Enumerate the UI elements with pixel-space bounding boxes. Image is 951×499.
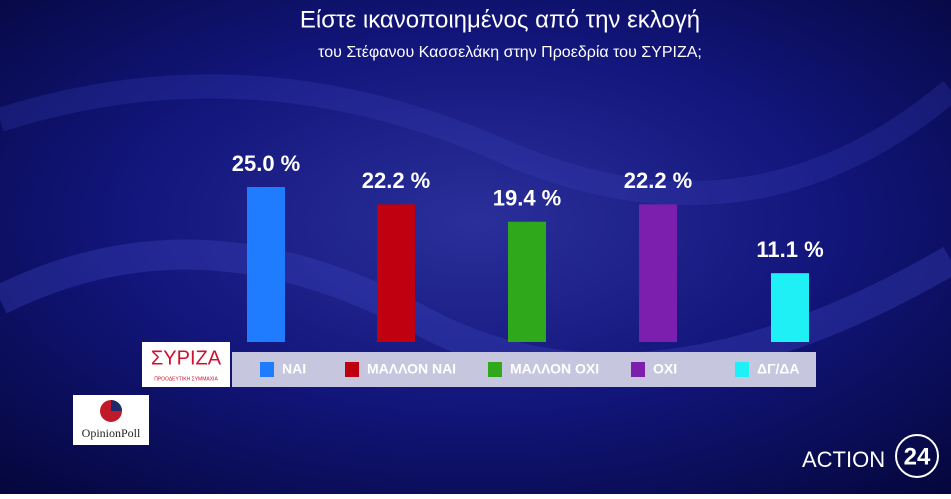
background-swirl bbox=[0, 74, 951, 206]
bar bbox=[247, 187, 285, 342]
party-logo: ΣΥΡΙΖΑ bbox=[151, 347, 222, 369]
legend-swatch bbox=[488, 362, 502, 377]
pollster-logo: OpinionPoll bbox=[82, 426, 141, 440]
legend-swatch bbox=[260, 362, 274, 377]
legend-label: ΜΑΛΛΟΝ ΝΑΙ bbox=[367, 361, 456, 377]
legend-label: ΟΧΙ bbox=[653, 361, 677, 377]
legend-swatch bbox=[631, 362, 645, 377]
value-label: 25.0 % bbox=[232, 151, 301, 176]
chart-subtitle: του Στέφανου Κασσελάκη στην Προεδρία του… bbox=[318, 44, 702, 61]
pollster-icon bbox=[111, 400, 122, 411]
legend-label: ΔΓ/ΔΑ bbox=[757, 361, 800, 377]
legend-label: ΜΑΛΛΟΝ ΟΧΙ bbox=[510, 361, 599, 377]
value-label: 22.2 % bbox=[624, 168, 693, 193]
bar bbox=[508, 221, 546, 342]
bar bbox=[771, 273, 809, 342]
bar bbox=[377, 204, 415, 342]
legend-swatch bbox=[345, 362, 359, 377]
value-label: 19.4 % bbox=[493, 186, 562, 211]
party-tagline: ΠΡΟΟΔΕΥΤΙΚΗ ΣΥΜΜΑΧΙΑ bbox=[154, 376, 218, 382]
legend-label: ΝΑΙ bbox=[282, 361, 306, 377]
value-label: 11.1 % bbox=[756, 237, 823, 262]
channel-logo: ACTION bbox=[802, 447, 885, 472]
chart-title: Είστε ικανοποιημένος από την εκλογή bbox=[300, 6, 700, 33]
bar bbox=[639, 204, 677, 342]
legend-swatch bbox=[735, 362, 749, 377]
value-label: 22.2 % bbox=[362, 168, 431, 193]
channel-number: 24 bbox=[904, 443, 931, 470]
channel-ring bbox=[895, 434, 939, 478]
legend-box bbox=[232, 352, 816, 387]
party-logo-box bbox=[142, 342, 230, 387]
